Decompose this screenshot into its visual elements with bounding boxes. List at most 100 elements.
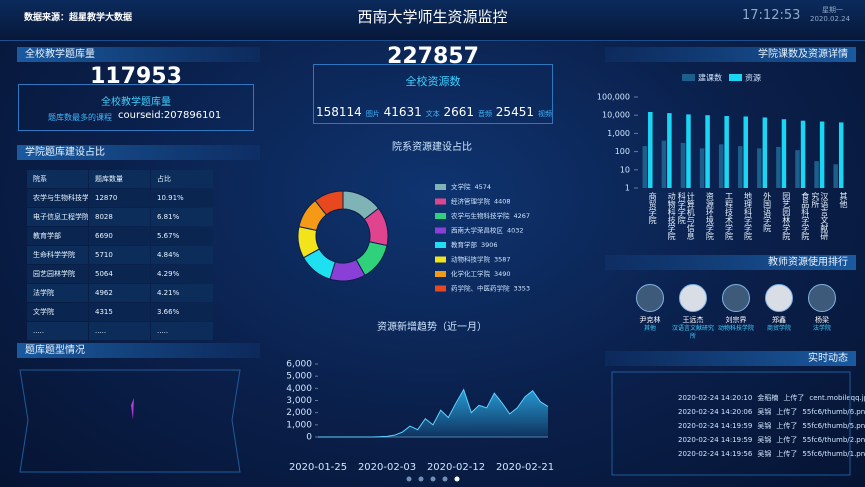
feed-time: 2020-02-24 14:20:10 [678, 394, 753, 402]
x-tick-label: 地理科学学院 [743, 192, 753, 240]
bar [762, 117, 768, 188]
legend-label: 建课数 [698, 73, 722, 83]
teacher-list: 尹克林 其他 王远杰 汉语言文献研究所 刘宗界 动物科技学院 郑鑫 商贸学院 杨梁 法学院 [628, 284, 846, 344]
y-tick-label: 1 [625, 184, 630, 193]
feed-user: 吴锦 [757, 450, 772, 458]
weekday: 星期一 [822, 6, 843, 14]
feed-user: 吴锦 [757, 422, 772, 430]
data-source: 数据来源：超星教学大数据 [24, 13, 133, 23]
table-row: 文学院 4315 3.66% [27, 303, 214, 321]
legend-swatch [729, 74, 742, 81]
table-cell: 5.67% [151, 227, 213, 245]
pager-dot[interactable] [454, 476, 460, 482]
table-row: 生命科学学院 5710 4.84% [27, 246, 214, 264]
legend-value: 3490 [494, 270, 511, 278]
table-cell: 12870 [89, 189, 150, 207]
bar [838, 122, 844, 188]
legend-swatch [435, 242, 446, 248]
x-tick-label: 资源环境学院 [705, 192, 715, 240]
big-number-label: 全校资源数 [405, 75, 461, 88]
stat-value: 158114 [316, 105, 362, 119]
x-tick-label: 其他 [838, 192, 848, 208]
panel-box [313, 64, 553, 124]
bar [642, 146, 648, 188]
bar [757, 148, 762, 188]
panel-title: 学院题库建设占比 [17, 145, 260, 160]
feed-action: 上传了 [776, 436, 798, 444]
pager-dot[interactable] [406, 476, 412, 482]
legend-label: 经济管理学院 4408 [451, 197, 511, 206]
bar [705, 115, 710, 188]
table-cell: 农学与生物科技学院 [27, 189, 88, 207]
table-cell: 6.81% [151, 208, 213, 226]
bar [800, 120, 806, 188]
legend-name: 经济管理学院 [451, 197, 491, 206]
stat: 2661 音频 [444, 101, 493, 120]
feed-action: 上传了 [776, 450, 798, 458]
avatar [636, 284, 664, 312]
panel-title: 题库题型情况 [17, 343, 260, 358]
legend-label: 化学化工学院 3490 [451, 269, 511, 278]
teacher: 刘宗界 动物科技学院 [714, 284, 758, 333]
table-cell: 电子信息工程学院 [27, 208, 88, 226]
x-tick-label: 动物科技学院 [667, 192, 677, 240]
bar [718, 144, 724, 188]
table-row: 教育学部 6690 5.67% [27, 227, 214, 245]
feed-time: 2020-02-24 14:20:06 [678, 408, 753, 416]
feed-file: 55fc6/thumb/1.png [802, 450, 865, 458]
big-number: 227857 [387, 44, 479, 69]
college-table: 院系题库数量占比农学与生物科技学院1287010.91%电子信息工程学院8028… [27, 170, 214, 340]
feed-user: 吴锦 [757, 408, 772, 416]
legend-name: 化学化工学院 [451, 269, 491, 278]
y-tick-label: 10,000 [602, 111, 630, 120]
pager-dot[interactable] [418, 476, 424, 482]
legend-name: 动物科技学院 [451, 255, 491, 264]
bar [724, 116, 729, 188]
avatar [722, 284, 750, 312]
trend-line [318, 388, 549, 438]
y-tick-label: 1,000 [607, 129, 630, 138]
y-tick-label: 0 [306, 433, 312, 443]
legend-name: 农学与生物科技学院 [451, 211, 510, 220]
legend-swatch [435, 198, 446, 205]
pager-dot[interactable] [430, 476, 436, 482]
legend-swatch [435, 285, 446, 292]
bar [738, 146, 743, 188]
legend-value: 3906 [481, 241, 498, 249]
feed-action: 上传了 [776, 408, 798, 416]
legend-label: 药学院、中医药学院 3353 [451, 284, 530, 293]
avatar [679, 284, 707, 312]
panel-box [18, 84, 254, 131]
y-tick-label: 4,000 [286, 384, 312, 394]
feed-user: 吴锦 [757, 436, 772, 444]
column-header: 占比 [151, 170, 213, 188]
panel-title: 全校教学题库量 [17, 47, 260, 62]
feed-frame [611, 371, 851, 476]
feed-item: 2020-02-24 14:20:06 吴锦 上传了 55fc6/thumb/6.pn… [678, 405, 865, 419]
bar [814, 161, 819, 188]
table-cell: ..... [151, 322, 213, 340]
x-tick-label: 食品科学学院 [800, 192, 810, 240]
feed-user: 金稻楠 [757, 394, 779, 402]
panel-title: 实时动态 [605, 351, 856, 366]
pager-dot[interactable] [442, 476, 448, 482]
legend-label: 农学与生物科技学院 4267 [451, 211, 530, 220]
panel-title: 学院课数及资源详情 [605, 47, 856, 62]
area-fill [318, 389, 548, 437]
feed-item: 2020-02-24 14:19:59 吴锦 上传了 55fc6/thumb/2.pn… [678, 433, 865, 447]
teacher-dept: 法学院 [812, 325, 831, 332]
table-row: 农学与生物科技学院1287010.91% [27, 189, 214, 207]
bar [743, 116, 748, 188]
teacher-name: 杨梁 [815, 316, 829, 324]
teacher-name: 郑鑫 [772, 316, 786, 324]
feed-action: 上传了 [783, 394, 805, 402]
top-course: courseid:207896101 [118, 110, 222, 121]
stat-label: 音频 [478, 110, 493, 118]
stat-label: 图片 [365, 110, 380, 118]
teacher-dept: 汉语言文献研究所 [671, 325, 714, 340]
x-tick-label: 2020-02-12 [427, 462, 485, 473]
y-tick-label: 6,000 [286, 360, 312, 370]
feed-time: 2020-02-24 14:19:56 [678, 450, 753, 458]
teacher-dept: 其他 [643, 325, 656, 332]
